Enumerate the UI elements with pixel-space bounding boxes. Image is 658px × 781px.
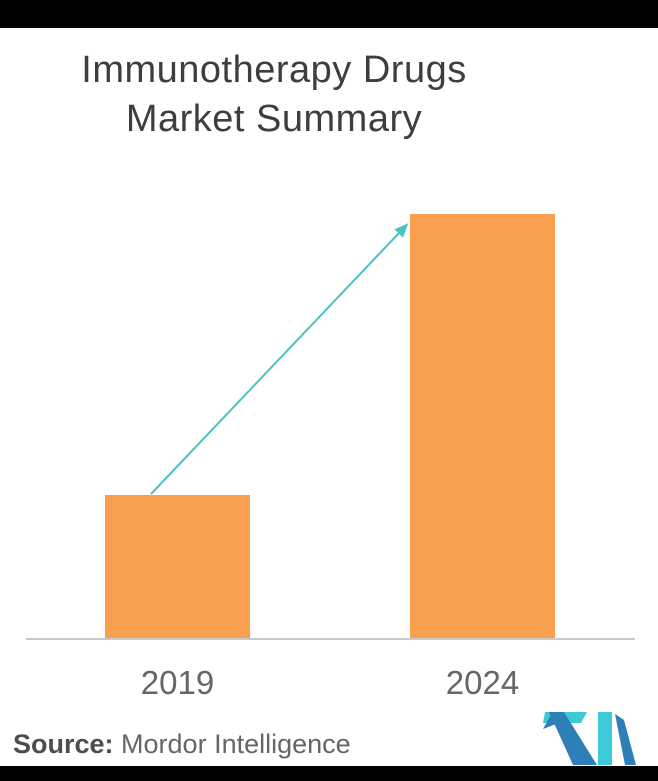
x-axis-label-2024: 2024 bbox=[445, 664, 520, 701]
x-axis-line bbox=[26, 638, 635, 640]
source-label: Source: bbox=[13, 729, 114, 759]
mordor-intelligence-logo bbox=[543, 712, 636, 765]
bar-2019 bbox=[105, 495, 250, 639]
source-text: Mordor Intelligence bbox=[121, 729, 351, 759]
top-black-bar bbox=[0, 0, 658, 28]
bottom-black-bar bbox=[0, 766, 658, 781]
chart-title-line1: Immunotherapy Drugs bbox=[81, 49, 467, 91]
bar-2024 bbox=[410, 214, 555, 639]
source-note: Source: Mordor Intelligence bbox=[13, 729, 351, 760]
chart-title: Immunotherapy Drugs Market Summary bbox=[0, 46, 548, 144]
chart-title-line2: Market Summary bbox=[125, 98, 423, 140]
x-axis-label-2019: 2019 bbox=[140, 664, 215, 701]
